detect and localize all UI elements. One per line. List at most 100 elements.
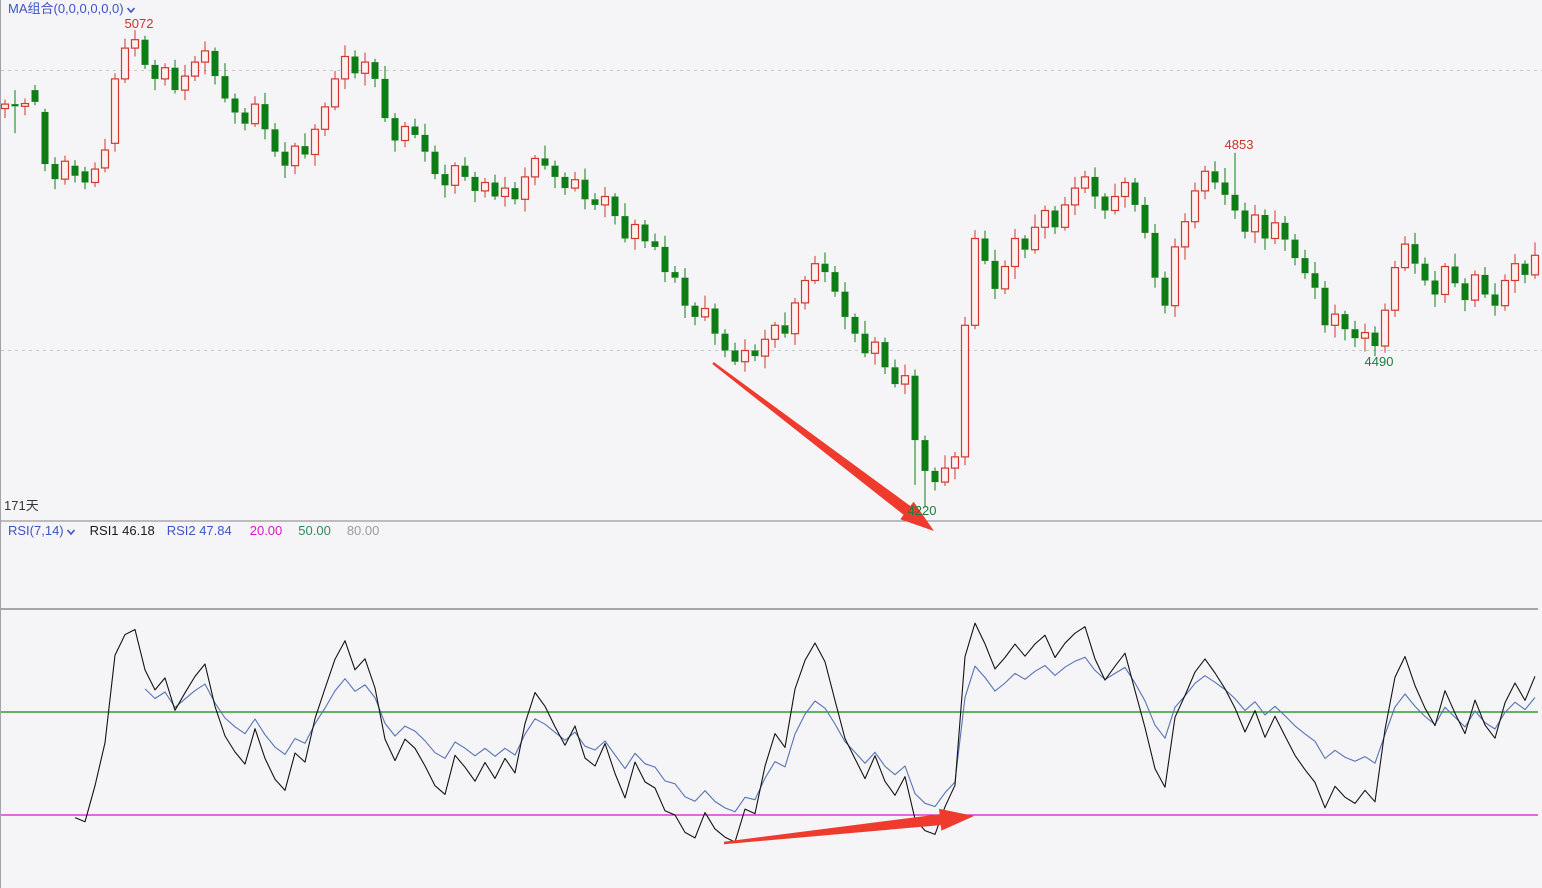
candle-down xyxy=(1291,239,1299,259)
candle-up xyxy=(1030,226,1040,251)
candle-up xyxy=(1170,246,1180,307)
candle-down xyxy=(431,151,439,175)
price-label-4853: 4853 xyxy=(1224,137,1254,152)
candle-down xyxy=(421,134,429,152)
ma-indicator-label: MA组合(0,0,0,0,0,0) xyxy=(8,1,124,16)
ma-indicator-selector[interactable]: MA组合(0,0,0,0,0,0) xyxy=(8,1,136,17)
candle-up xyxy=(110,78,120,144)
candle-down xyxy=(391,118,399,141)
candle-down xyxy=(271,129,279,152)
rsi-level-80: 80.00 xyxy=(346,523,380,538)
candle-up xyxy=(960,324,970,458)
candle-up xyxy=(1390,267,1400,311)
candle-up xyxy=(120,47,130,80)
candle-down xyxy=(441,174,449,186)
candle-up xyxy=(870,341,880,354)
candle-down xyxy=(931,470,939,483)
candle-up xyxy=(1470,274,1480,301)
candle-up xyxy=(740,349,750,363)
candle-down xyxy=(891,367,899,385)
candle-down xyxy=(1411,244,1419,264)
candle-down xyxy=(831,272,839,292)
candle-up xyxy=(480,181,490,192)
candle-down xyxy=(921,440,929,471)
candle-down xyxy=(371,62,379,79)
candle-up xyxy=(1270,222,1280,240)
candle-down xyxy=(1021,238,1029,250)
candle-down xyxy=(1211,171,1219,183)
candle-up xyxy=(200,50,210,63)
candle-up xyxy=(600,195,610,206)
candle-down xyxy=(471,176,479,191)
candle-down xyxy=(881,342,889,368)
candle-down xyxy=(211,50,219,77)
candle-down xyxy=(1101,196,1109,211)
candle-down xyxy=(241,112,249,124)
rsi-legend-bar: RSI(7,14) RSI1 46.18 RSI2 47.84 20.00 50… xyxy=(8,523,379,539)
candle-down xyxy=(711,308,719,334)
candle-down xyxy=(221,76,229,99)
candle-down xyxy=(1091,176,1099,197)
candle-down xyxy=(261,104,269,130)
candle-down xyxy=(1261,214,1269,239)
candle-up xyxy=(1400,243,1410,269)
candle-up xyxy=(1180,221,1190,248)
candle-down xyxy=(51,164,59,180)
rsi-level-50: 50.00 xyxy=(298,523,331,538)
candle-up xyxy=(530,157,540,178)
candle-up xyxy=(1510,263,1520,282)
rsi-indicator-selector[interactable]: RSI(7,14) xyxy=(8,523,76,539)
candle-down xyxy=(1301,258,1309,274)
candle-down xyxy=(411,126,419,135)
candle-up xyxy=(450,165,460,186)
candle-down xyxy=(551,165,559,177)
candle-up xyxy=(400,125,410,142)
candle-down xyxy=(821,263,829,273)
candle-up xyxy=(1040,209,1050,228)
candle-up xyxy=(1250,214,1260,233)
candle-down xyxy=(281,151,289,166)
candle-down xyxy=(1151,232,1159,278)
candle-down xyxy=(991,260,999,289)
rsi-line-rsi2 xyxy=(144,656,1536,813)
candle-down xyxy=(1461,283,1469,301)
candle-down xyxy=(681,277,689,306)
candle-down xyxy=(721,333,729,351)
candle-down xyxy=(351,56,359,74)
candle-down xyxy=(1241,210,1249,232)
candle-down xyxy=(231,98,239,113)
candle-up xyxy=(60,160,70,180)
candle-down xyxy=(1421,263,1429,281)
rsi2-value: RSI2 47.84 xyxy=(166,523,232,538)
candle-down xyxy=(731,350,739,362)
candle-up xyxy=(1010,237,1020,268)
price-label-5072: 5072 xyxy=(124,16,154,31)
candle-down xyxy=(1141,204,1149,233)
candle-down xyxy=(981,238,989,261)
candle-down xyxy=(81,171,89,183)
rsi-level-20: 20.00 xyxy=(249,523,283,538)
candle-down xyxy=(41,111,49,165)
candle-up xyxy=(1120,181,1130,198)
candle-up xyxy=(520,176,530,200)
candle-down xyxy=(541,158,549,166)
candle-up xyxy=(160,67,170,80)
candle-up xyxy=(360,61,370,74)
annotation-arrow-2 xyxy=(723,808,974,845)
candle-up xyxy=(800,279,810,304)
candle-up xyxy=(1110,195,1120,212)
candle-down xyxy=(171,67,179,91)
candle-down xyxy=(511,188,519,200)
candle-down xyxy=(301,146,309,155)
chevron-down-icon xyxy=(66,529,75,536)
candle-up xyxy=(1060,204,1070,228)
candle-down xyxy=(1481,274,1489,295)
annotation-arrow-1 xyxy=(712,362,934,531)
candle-up xyxy=(790,302,800,335)
candle-down xyxy=(1431,280,1439,295)
candle-up xyxy=(1380,309,1390,347)
candle-down xyxy=(461,165,469,177)
candle-up xyxy=(1530,254,1540,276)
candle-down xyxy=(671,272,679,278)
